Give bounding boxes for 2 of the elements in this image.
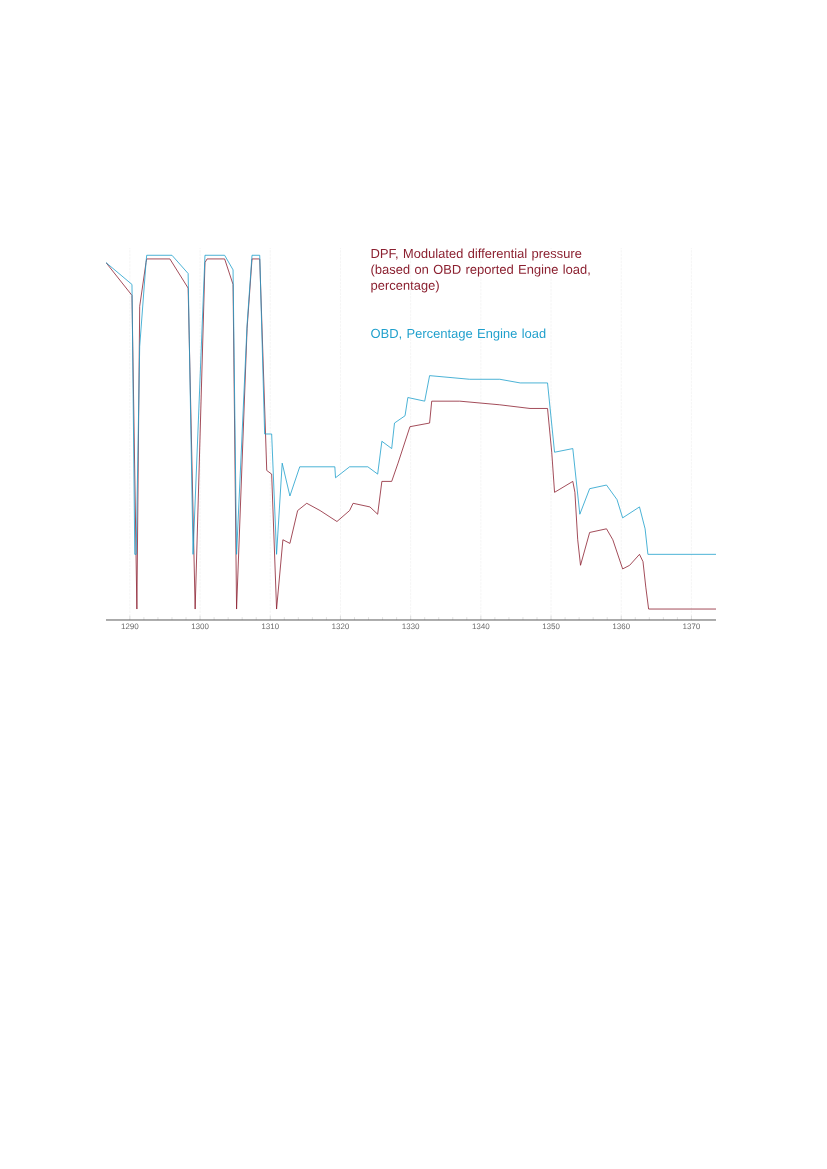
text: OBD, Percentage Engine load (371, 328, 546, 341)
text: DPF, Modulated differential pressure (based on OBD reported Engine load, percentage) (371, 248, 590, 293)
